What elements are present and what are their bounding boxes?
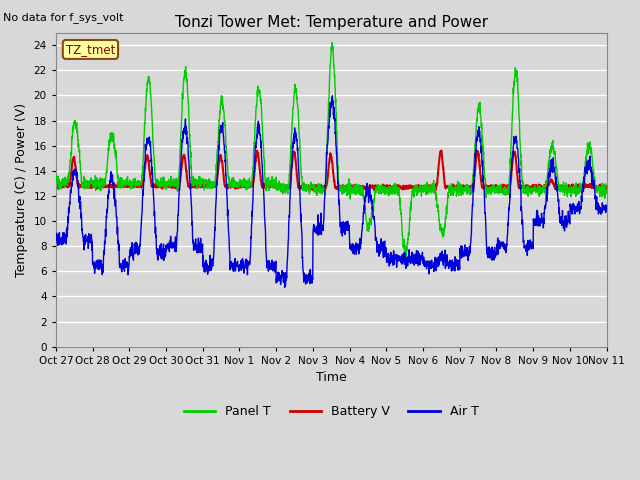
Legend: Panel T, Battery V, Air T: Panel T, Battery V, Air T — [179, 400, 484, 423]
Y-axis label: Temperature (C) / Power (V): Temperature (C) / Power (V) — [15, 103, 28, 276]
Text: No data for f_sys_volt: No data for f_sys_volt — [3, 12, 124, 23]
X-axis label: Time: Time — [316, 372, 347, 384]
Text: TZ_tmet: TZ_tmet — [66, 43, 115, 56]
Title: Tonzi Tower Met: Temperature and Power: Tonzi Tower Met: Temperature and Power — [175, 15, 488, 30]
